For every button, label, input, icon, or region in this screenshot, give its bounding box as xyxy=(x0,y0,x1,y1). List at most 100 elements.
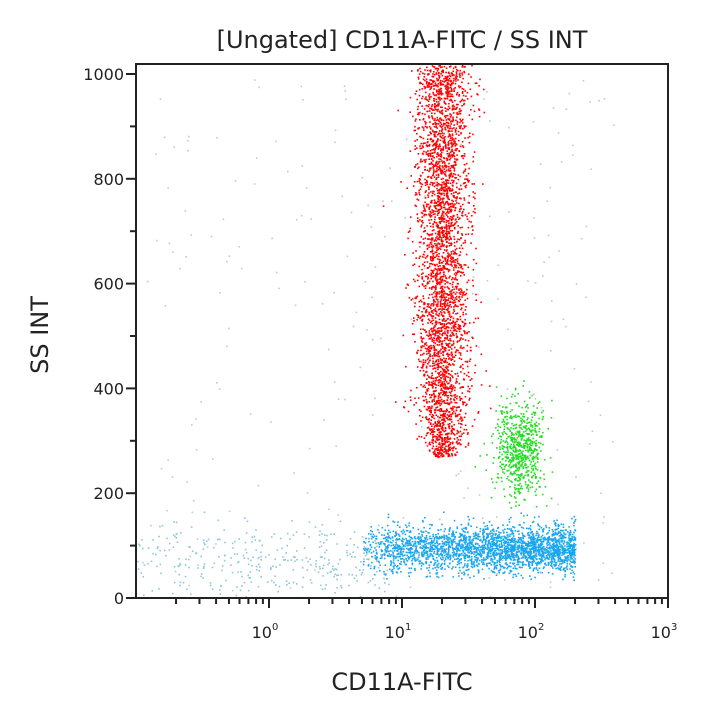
data-point xyxy=(455,274,457,277)
data-point xyxy=(510,471,512,474)
data-point xyxy=(436,455,439,457)
data-point xyxy=(430,315,433,317)
data-point xyxy=(456,443,459,445)
data-point xyxy=(446,196,449,199)
data-point xyxy=(501,463,504,466)
data-point xyxy=(437,92,439,95)
data-point xyxy=(535,488,538,491)
data-point xyxy=(539,558,542,560)
data-point xyxy=(508,555,510,558)
data-point xyxy=(449,339,452,342)
data-point xyxy=(446,237,448,240)
data-point xyxy=(432,344,435,347)
data-point xyxy=(549,542,551,545)
data-point xyxy=(441,125,444,128)
data-point xyxy=(426,547,429,549)
data-point xyxy=(429,359,431,362)
data-point xyxy=(536,425,539,427)
data-point xyxy=(435,126,437,128)
data-point xyxy=(441,160,443,162)
data-point xyxy=(441,389,444,392)
data-point xyxy=(426,390,428,392)
data-point xyxy=(437,439,440,441)
data-point xyxy=(452,250,454,252)
data-point xyxy=(457,230,459,233)
data-point xyxy=(431,439,433,441)
data-point xyxy=(436,183,439,186)
data-point xyxy=(424,347,427,350)
data-point xyxy=(437,363,439,366)
data-point xyxy=(520,473,522,476)
data-point xyxy=(434,133,436,135)
data-point xyxy=(440,289,443,292)
data-point xyxy=(463,99,466,102)
data-point xyxy=(385,547,387,549)
data-point xyxy=(435,161,437,164)
data-point xyxy=(460,308,462,311)
data-point xyxy=(453,227,456,230)
data-point xyxy=(459,315,461,318)
data-point xyxy=(429,107,431,110)
data-point xyxy=(463,70,465,73)
data-point xyxy=(438,321,440,324)
data-point xyxy=(444,388,447,390)
data-point xyxy=(423,384,426,387)
data-point xyxy=(517,392,519,395)
data-point xyxy=(506,427,509,429)
data-point xyxy=(437,133,439,136)
data-point xyxy=(471,233,473,235)
data-point xyxy=(430,215,433,217)
data-point xyxy=(519,450,522,452)
data-point xyxy=(431,428,433,430)
data-point xyxy=(426,310,428,313)
data-point xyxy=(450,352,453,354)
data-point xyxy=(482,532,484,534)
data-point xyxy=(436,552,439,554)
data-point xyxy=(506,543,509,545)
data-point xyxy=(413,181,416,183)
data-point xyxy=(438,203,441,205)
data-point xyxy=(426,358,429,361)
data-point xyxy=(544,486,547,488)
data-point xyxy=(496,476,499,479)
data-point xyxy=(457,266,460,269)
data-point xyxy=(428,98,431,100)
data-point xyxy=(512,456,514,458)
data-point xyxy=(439,125,441,127)
data-point xyxy=(440,414,442,416)
data-point xyxy=(555,563,557,566)
data-point xyxy=(447,124,449,127)
data-point xyxy=(397,109,399,112)
data-point xyxy=(388,553,391,555)
data-point xyxy=(524,442,527,444)
data-point xyxy=(435,125,438,128)
data-point xyxy=(433,349,435,351)
data-point xyxy=(523,400,526,403)
data-point xyxy=(482,183,484,185)
data-point xyxy=(518,484,520,487)
data-point xyxy=(426,225,428,227)
data-point xyxy=(467,442,470,444)
data-point xyxy=(446,91,448,94)
data-point xyxy=(405,287,407,289)
data-point xyxy=(421,255,424,258)
data-point xyxy=(434,130,437,133)
data-point xyxy=(573,522,575,524)
data-point xyxy=(453,226,456,229)
data-point xyxy=(476,526,478,529)
data-point xyxy=(455,107,458,110)
data-point xyxy=(430,167,432,169)
data-point xyxy=(467,266,470,269)
data-point xyxy=(445,233,448,235)
data-point xyxy=(530,536,533,538)
data-point xyxy=(517,458,520,460)
data-point xyxy=(442,315,445,317)
data-point xyxy=(528,433,530,435)
data-point xyxy=(456,406,459,409)
data-point xyxy=(444,286,446,289)
data-point xyxy=(432,258,434,260)
data-point xyxy=(456,271,459,273)
data-point xyxy=(475,345,478,347)
data-point xyxy=(441,381,444,384)
data-point xyxy=(499,465,501,468)
